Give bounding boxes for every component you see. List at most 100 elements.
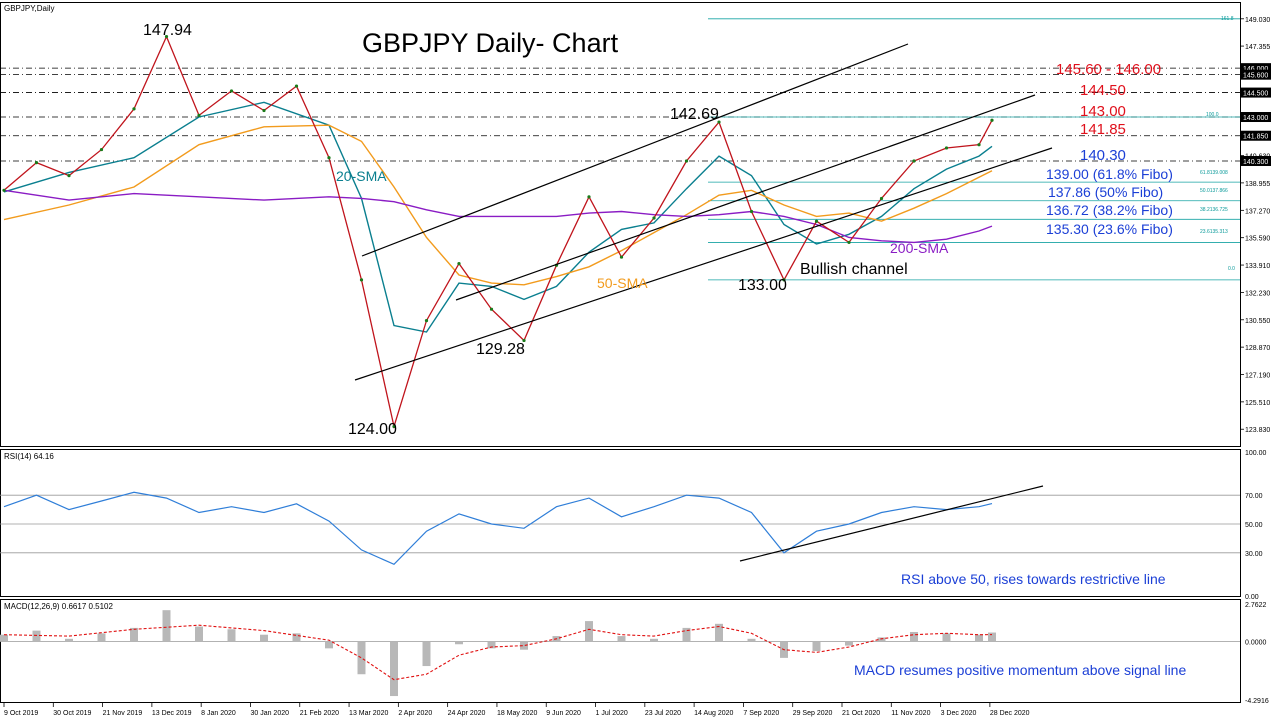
price-tick-label: 128.870 <box>1245 345 1270 352</box>
macd-tick-label: -4.2916 <box>1245 698 1269 705</box>
label-50-sma: 50-SMA <box>597 275 648 291</box>
macd-bar <box>357 641 366 675</box>
macd-histogram <box>0 610 996 697</box>
price-tag-box <box>1241 130 1271 141</box>
annotation-133-00: 133.00 <box>738 277 787 294</box>
macd-title: MACD(12,26,9) 0.6617 0.5102 <box>4 602 114 611</box>
rsi-tick-label: 50.00 <box>1245 522 1263 529</box>
price-tag-box <box>1241 87 1271 98</box>
price-point <box>67 174 71 178</box>
rsi-annotation: RSI above 50, rises towards restrictive … <box>901 571 1166 587</box>
macd-annotation: MACD resumes positive momentum above sig… <box>854 662 1186 678</box>
price-point <box>424 318 429 323</box>
price-tick-label: 133.910 <box>1245 263 1270 270</box>
x-tick-label: 18 May 2020 <box>497 710 538 717</box>
fibo-small-0: 0.0 <box>1228 266 1235 272</box>
rsi-panel-frame <box>0 449 1241 597</box>
price-point <box>359 278 364 282</box>
channel-mid-line <box>455 94 1036 301</box>
price-tag-label: 143.000 <box>1243 115 1268 122</box>
price-point <box>522 338 526 343</box>
price-point <box>457 261 461 266</box>
rsi-trendline <box>739 485 1044 562</box>
macd-signal-line <box>3 624 993 681</box>
fibo-small-100: 100.0 <box>1206 112 1219 118</box>
level-label-fibo-50: 137.86 (50% Fibo) <box>1048 184 1163 200</box>
macd-bar <box>130 627 138 642</box>
x-axis: 9 Oct 2019 30 Oct 2019 21 Nov 2019 13 Dec 2… <box>3 703 1030 717</box>
price-tick-label: 127.190 <box>1245 373 1270 380</box>
price-tag-box <box>1241 63 1271 74</box>
level-label-fibo-38-2: 136.72 (38.2% Fibo) <box>1046 202 1173 218</box>
price-tag-label: 146.000 <box>1243 66 1268 73</box>
macd-bar <box>260 634 268 642</box>
macd-bar <box>747 638 756 642</box>
macd-panel-frame <box>0 599 1241 703</box>
label-20-sma: 20-SMA <box>336 168 387 184</box>
macd-bar <box>227 629 236 642</box>
price-point <box>99 147 104 152</box>
price-point <box>879 196 884 201</box>
annotation-129-28: 129.28 <box>476 341 525 358</box>
price-point <box>782 278 786 282</box>
macd-tick-label: 2.7622 <box>1245 602 1267 609</box>
macd-bar <box>988 632 996 642</box>
price-point <box>749 209 754 214</box>
level-labels: 145.60 - 146.00 144.50 143.00 141.85 140… <box>1046 61 1173 237</box>
price-level-lines <box>0 67 1240 162</box>
price-point <box>164 34 169 39</box>
price-point <box>132 107 136 111</box>
price-point <box>34 161 39 165</box>
fibo-small-38-2: 38.2136.725 <box>1200 207 1228 213</box>
price-point <box>489 307 494 311</box>
bullish-channel-lines <box>354 43 1053 381</box>
price-line <box>3 34 993 430</box>
x-tick-label: 13 Mar 2020 <box>349 710 388 717</box>
x-tick-label: 21 Feb 2020 <box>300 710 339 717</box>
price-panel-frame <box>0 2 1241 447</box>
macd-bar <box>65 638 73 642</box>
series-line-20-sma <box>3 101 993 333</box>
price-point <box>944 146 949 150</box>
x-tick-label: 23 Jul 2020 <box>645 710 681 717</box>
series-line-50-sma <box>3 124 993 286</box>
x-tick-label: 21 Nov 2019 <box>103 710 143 717</box>
macd-bar <box>325 641 333 649</box>
level-label-144-50: 144.50 <box>1080 82 1126 99</box>
x-tick-label: 1 Jul 2020 <box>596 710 628 717</box>
macd-bar <box>32 630 41 642</box>
rsi-tick-label: 0.00 <box>1245 594 1259 601</box>
level-label-143-00: 143.00 <box>1080 103 1126 120</box>
macd-bar <box>422 641 431 667</box>
label-200-sma: 200-SMA <box>890 240 949 256</box>
price-point <box>262 108 266 113</box>
macd-bar <box>975 634 983 642</box>
x-tick-label: 28 Dec 2020 <box>990 710 1030 717</box>
macd-bar <box>195 626 203 642</box>
macd-bar <box>942 633 951 642</box>
macd-bar <box>97 633 106 642</box>
rsi-line <box>3 491 993 566</box>
macd-bar <box>845 641 853 646</box>
fibo-small-61-8: 61.8139.008 <box>1200 170 1228 176</box>
price-tick-label: 137.270 <box>1245 208 1270 215</box>
annotation-142-69: 142.69 <box>670 106 719 123</box>
x-tick-label: 9 Oct 2019 <box>4 710 38 717</box>
macd-bar <box>292 633 301 642</box>
price-point <box>684 159 689 163</box>
symbol-label: GBPJPY,Daily <box>4 4 55 13</box>
level-label-141-85: 141.85 <box>1080 121 1126 138</box>
price-tag-box <box>1241 155 1271 166</box>
rsi-series <box>3 491 993 566</box>
x-tick-label: 3 Dec 2020 <box>941 710 977 717</box>
price-point <box>327 156 331 160</box>
price-point <box>652 216 656 220</box>
macd-signal-line <box>3 624 993 681</box>
price-tick-label: 132.230 <box>1245 290 1270 297</box>
price-tag-label: 144.500 <box>1243 91 1268 98</box>
price-tick-label: 147.355 <box>1245 44 1270 51</box>
level-label-fibo-61-8: 139.00 (61.8% Fibo) <box>1046 166 1173 182</box>
price-tag-label: 141.850 <box>1243 134 1268 141</box>
